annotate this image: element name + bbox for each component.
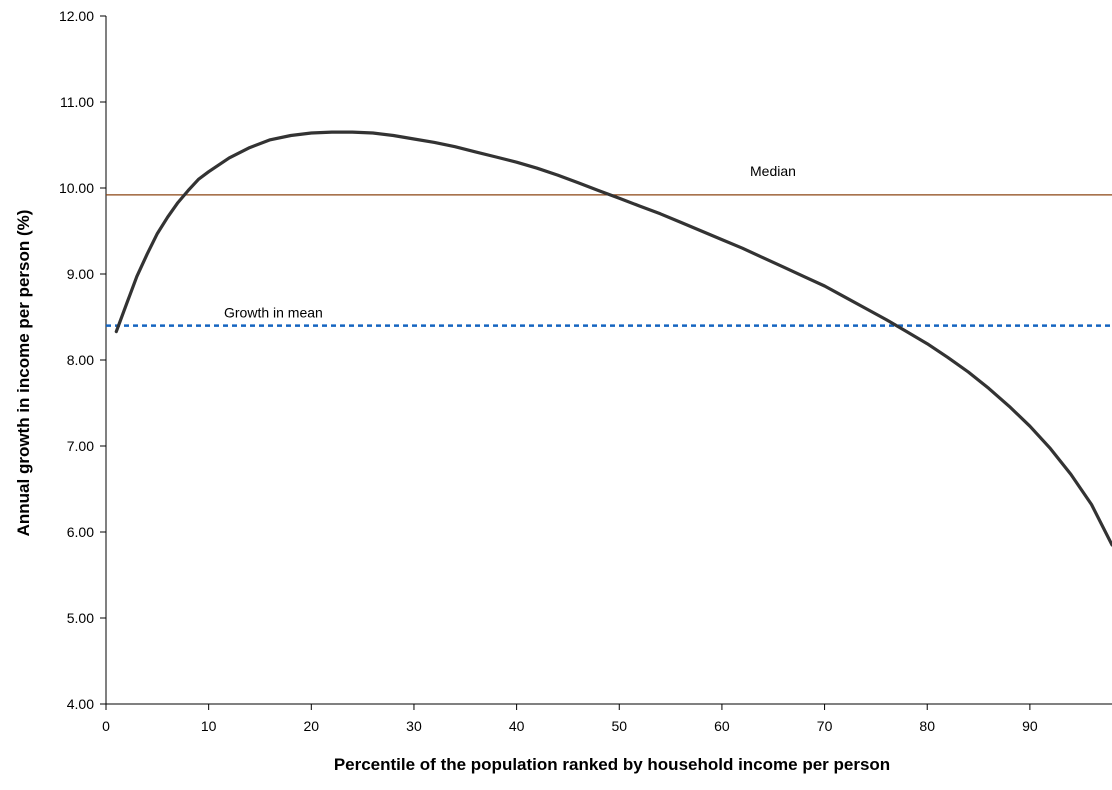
median-label: Median	[750, 163, 796, 179]
x-tick-label: 90	[1022, 718, 1038, 734]
y-axis-title: Annual growth in income per person (%)	[14, 210, 33, 537]
y-tick-label: 10.00	[59, 180, 94, 196]
y-tick-label: 9.00	[67, 266, 94, 282]
x-tick-label: 20	[304, 718, 320, 734]
y-tick-label: 4.00	[67, 696, 94, 712]
y-tick-label: 5.00	[67, 610, 94, 626]
growth-incidence-curve	[114, 130, 1112, 547]
x-tick-label: 80	[919, 718, 935, 734]
x-tick-label: 70	[817, 718, 833, 734]
y-tick-label: 6.00	[67, 524, 94, 540]
x-tick-label: 10	[201, 718, 217, 734]
growth-in-mean-label: Growth in mean	[224, 305, 323, 321]
y-tick-label: 12.00	[59, 8, 94, 24]
x-tick-label: 60	[714, 718, 730, 734]
x-tick-label: 30	[406, 718, 422, 734]
x-tick-label: 0	[102, 718, 110, 734]
y-tick-label: 8.00	[67, 352, 94, 368]
x-axis-title: Percentile of the population ranked by h…	[334, 755, 890, 774]
x-tick-label: 50	[611, 718, 627, 734]
y-tick-label: 7.00	[67, 438, 94, 454]
y-tick-label: 11.00	[60, 94, 94, 110]
x-tick-label: 40	[509, 718, 525, 734]
